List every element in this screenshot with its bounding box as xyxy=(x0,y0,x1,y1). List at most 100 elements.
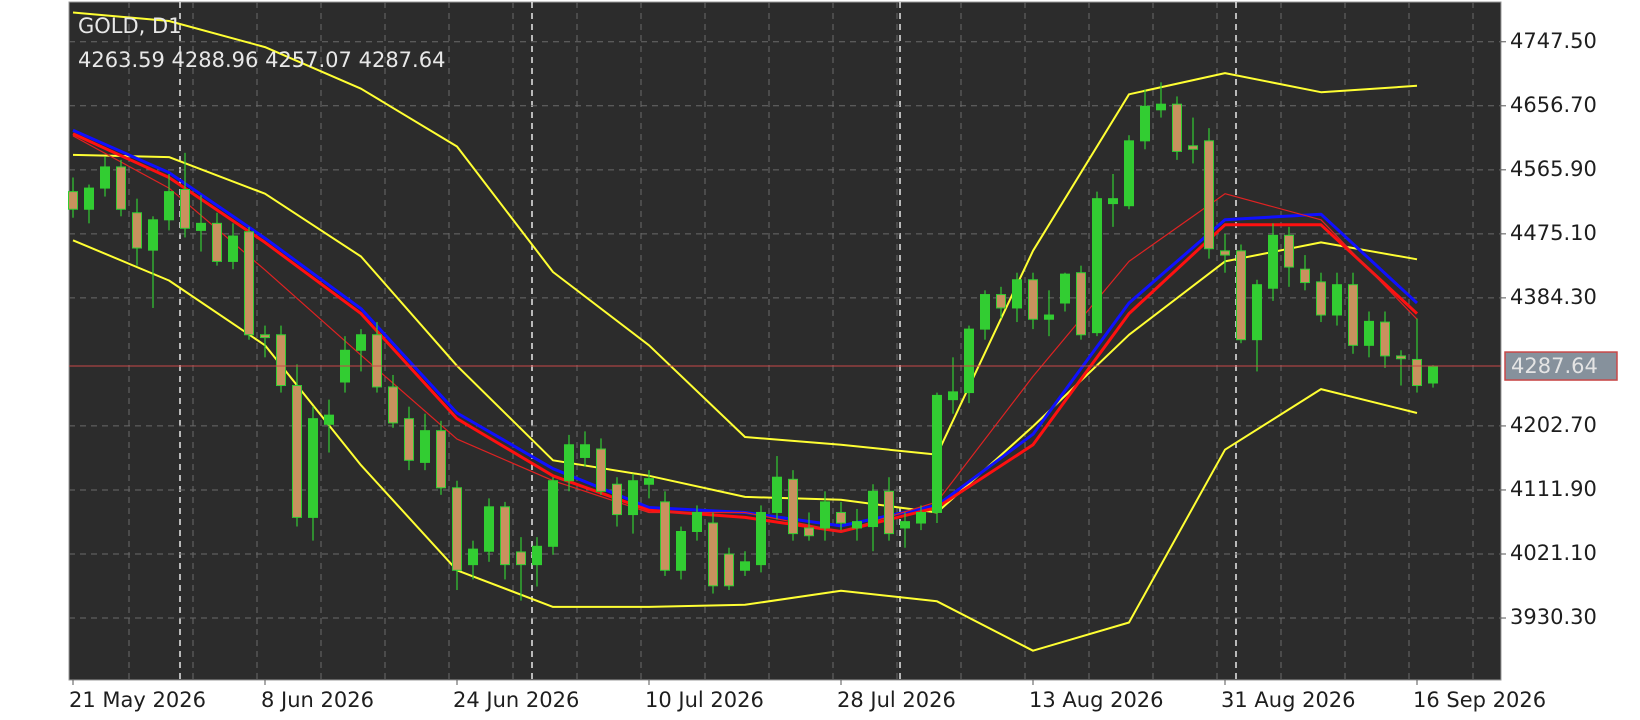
chart-layer xyxy=(68,11,1501,652)
close-value: 4287.64 xyxy=(359,48,446,72)
candle-body xyxy=(1268,234,1278,289)
x-tick-label: 13 Aug 2026 xyxy=(1029,688,1164,712)
candle-body xyxy=(292,385,302,518)
candle-body xyxy=(1124,140,1134,207)
x-tick-label: 31 Aug 2026 xyxy=(1221,688,1356,712)
candle-body xyxy=(308,418,318,518)
candle-body xyxy=(260,334,270,339)
candle-body xyxy=(84,187,94,210)
candle-body xyxy=(740,561,750,571)
candle-body xyxy=(1396,355,1406,360)
candle-body xyxy=(132,212,142,249)
candle-body xyxy=(468,548,478,566)
candle-body xyxy=(724,553,734,587)
candle-body xyxy=(948,391,958,401)
chart-title: GOLD, D1 xyxy=(78,14,182,38)
candle-body xyxy=(1252,284,1262,341)
x-tick-label: 10 Jul 2026 xyxy=(645,688,764,712)
y-tick-label: 4021.10 xyxy=(1510,541,1597,565)
candle-body xyxy=(612,483,622,516)
indicator-line xyxy=(72,11,1418,456)
candle-body xyxy=(1108,198,1118,205)
y-tick-label: 4475.10 xyxy=(1510,221,1597,245)
candle-body xyxy=(804,527,814,537)
candle-body xyxy=(916,511,926,524)
candle-body xyxy=(276,334,286,387)
candle-body xyxy=(660,501,670,571)
y-tick-label: 4202.70 xyxy=(1510,413,1597,437)
candle-body xyxy=(932,394,942,513)
price-label: 4287.64 xyxy=(1511,354,1598,378)
candle-body xyxy=(388,386,398,424)
candle-body xyxy=(868,490,878,528)
candle-body xyxy=(1028,279,1038,320)
indicator-line xyxy=(72,153,1418,514)
y-tick-label: 4565.90 xyxy=(1510,157,1597,181)
candle-body xyxy=(196,222,206,231)
x-tick-label: 16 Sep 2026 xyxy=(1413,688,1546,712)
candle-body xyxy=(1188,145,1198,150)
candle-body xyxy=(500,506,510,566)
candle-body xyxy=(900,521,910,529)
candle-body xyxy=(884,490,894,535)
candle-body xyxy=(420,430,430,463)
y-tick-label: 4384.30 xyxy=(1510,285,1597,309)
candle-body xyxy=(980,294,990,330)
candle-body xyxy=(244,231,254,336)
candle-body xyxy=(148,219,158,251)
candle-body xyxy=(788,478,798,535)
candle-body xyxy=(1300,268,1310,284)
period-separators xyxy=(179,2,1237,680)
candle-body xyxy=(836,511,846,524)
candle-body xyxy=(1284,234,1294,268)
candle-body xyxy=(516,551,526,566)
vertical-grid xyxy=(128,2,1474,680)
candle-body xyxy=(1140,105,1150,142)
y-tick-label: 4656.70 xyxy=(1510,93,1597,117)
candle-body xyxy=(676,530,686,571)
candle-body xyxy=(964,328,974,394)
candle-body xyxy=(1316,281,1326,316)
candle-body xyxy=(180,188,190,229)
candle-body xyxy=(1092,198,1102,334)
candle-body xyxy=(1044,314,1054,320)
candle-body xyxy=(452,487,462,571)
plot-area xyxy=(68,1,1502,681)
candle-body xyxy=(372,334,382,388)
y-tick-label: 3930.30 xyxy=(1510,605,1597,629)
candle-body xyxy=(324,414,334,425)
candle-body xyxy=(404,418,414,461)
x-tick-label: 21 May 2026 xyxy=(69,688,206,712)
candle-body xyxy=(1012,279,1022,309)
candle-body xyxy=(564,444,574,482)
candle-body xyxy=(772,476,782,513)
candle-body xyxy=(852,521,862,529)
candle-body xyxy=(756,511,766,566)
candle-body xyxy=(996,294,1006,309)
candle-body xyxy=(628,480,638,516)
candle-body xyxy=(436,430,446,489)
candle-body xyxy=(1364,320,1374,346)
x-tick-label: 24 Jun 2026 xyxy=(453,688,579,712)
candle-body xyxy=(708,522,718,587)
candle-body xyxy=(356,334,366,351)
candle-body xyxy=(484,506,494,552)
x-tick-label: 8 Jun 2026 xyxy=(261,688,374,712)
candle-body xyxy=(1156,103,1166,111)
candle-body xyxy=(820,501,830,529)
candle-body xyxy=(1412,358,1422,387)
ohlc-readout: 4263.59 4288.96 4257.07 4287.64 xyxy=(78,48,445,72)
candle-body xyxy=(1204,140,1214,250)
indicator-line xyxy=(72,132,1419,533)
candle-body xyxy=(212,222,222,262)
candle-body xyxy=(228,235,238,262)
candle-body xyxy=(1236,250,1246,341)
indicator-line xyxy=(72,135,1418,533)
candle-body xyxy=(1220,250,1230,256)
price-label-box xyxy=(1504,351,1618,381)
candle-body xyxy=(164,191,174,221)
low-value: 4257.07 xyxy=(265,48,352,72)
candle-body xyxy=(68,191,78,210)
candle-body xyxy=(596,448,606,492)
